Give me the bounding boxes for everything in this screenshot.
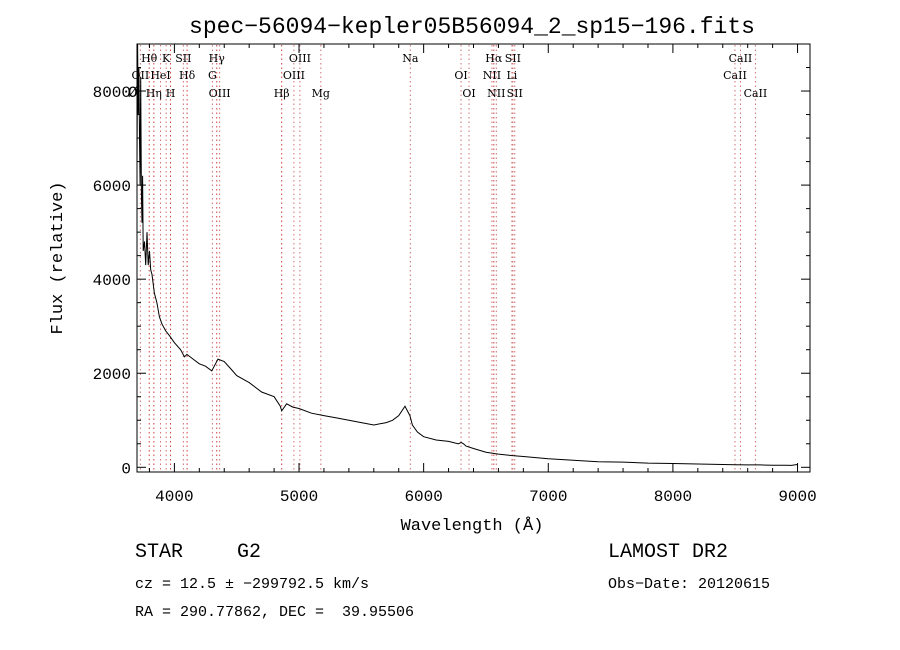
subclass: G2 [237,541,262,564]
survey-name: LAMOST DR2 [608,541,729,564]
line-label: Hγ [209,52,226,65]
y-tick-label: 0 [121,460,131,478]
line-label: Na [402,52,419,65]
line-label: NII [487,87,505,100]
line-label: OIII [209,87,231,100]
x-tick-label: 9000 [778,488,816,506]
redshift-readout: cz = 12.5 ± −299792.5 km/s [135,576,370,593]
line-label: Hα [485,52,503,65]
obs-date: Obs−Date: 20120615 [608,576,771,593]
y-tick-label-overlap: Ø [128,84,138,102]
x-tick-label: 6000 [404,488,442,506]
line-label: OI [462,87,475,100]
line-label: OIII [289,52,311,65]
x-tick-label: 7000 [529,488,567,506]
line-label: OI [454,69,467,82]
spectral-line-labels: Hθ OII Hη K HeI H SII Hδ OIII Hγ G Hβ OIII OIII Mg Na OI… [132,52,768,100]
line-label: NII [483,69,501,82]
line-label: CaII [744,87,768,100]
spectrum-line [136,43,798,466]
y-tick-label: 8000 [93,84,131,102]
line-label: Mg [312,87,330,100]
line-label: Hη [146,87,162,100]
x-tick-label: 5000 [280,488,318,506]
line-label: SII [507,87,523,100]
line-label: Li [506,69,517,82]
y-tick-label: 4000 [93,272,131,290]
line-label: Hδ [179,69,196,82]
spectral-line-markers [139,45,756,471]
chart-title: spec−56094−kepler05B56094_2_sp15−196.fit… [189,14,755,40]
line-label: OII [132,69,150,82]
x-axis-label: Wavelength (Å) [401,517,544,536]
y-tick-label: 6000 [93,178,131,196]
coordinates: RA = 290.77862, DEC = 39.95506 [135,604,415,621]
object-class: STAR [135,541,184,564]
line-label: HeI [150,69,170,82]
line-label: Hθ [141,52,158,65]
line-label: Hβ [274,87,290,100]
y-tick-label: 2000 [93,366,131,384]
y-axis-label: Flux (relative) [49,181,68,334]
x-tick-label: 4000 [155,488,193,506]
plot-frame [136,43,811,473]
line-label: G [208,69,217,82]
line-label: CaII [729,52,753,65]
line-label: SII [505,52,521,65]
line-label: OIII [283,69,305,82]
line-label: K [162,52,171,65]
line-label: CaII [723,69,747,82]
x-tick-label: 8000 [654,488,692,506]
line-label: H [166,87,176,100]
line-label: SII [175,52,191,65]
x-axis: 4000 5000 6000 7000 8000 9000 [148,44,817,506]
